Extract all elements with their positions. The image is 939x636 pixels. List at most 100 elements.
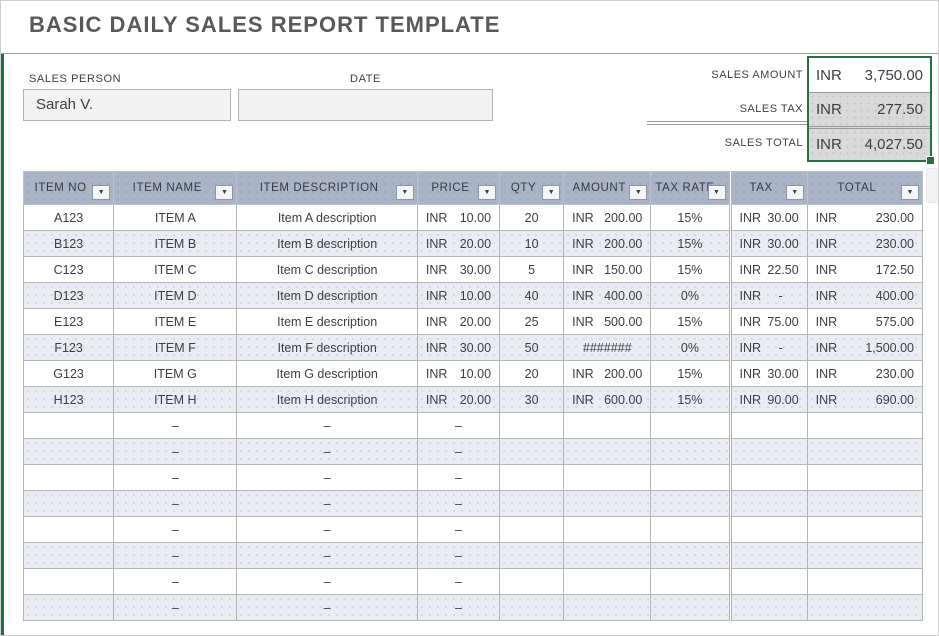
cell-item_no[interactable]: D123 xyxy=(22,282,115,309)
cell-name[interactable]: ITEM D xyxy=(113,282,238,309)
cell-total[interactable]: INR 172.50 xyxy=(806,256,924,283)
cell-amount[interactable] xyxy=(563,542,652,569)
cell-tax[interactable] xyxy=(728,412,808,439)
cell-tax[interactable]: INR 30.00 xyxy=(728,230,808,257)
cell-qty[interactable]: 10 xyxy=(499,230,565,257)
cell-name[interactable]: ITEM F xyxy=(113,334,238,361)
cell-description[interactable]: Item B description xyxy=(236,230,418,257)
cell-tax[interactable]: INR - xyxy=(728,282,808,309)
cell-description[interactable]: Item G description xyxy=(236,360,418,387)
cell-tax_rate[interactable] xyxy=(650,516,731,543)
cell-price[interactable]: – xyxy=(416,490,501,517)
cell-item_no[interactable] xyxy=(22,568,115,595)
cell-tax[interactable]: INR 90.00 xyxy=(728,386,808,413)
cell-tax_rate[interactable] xyxy=(650,594,731,621)
cell-item_no[interactable]: E123 xyxy=(22,308,115,335)
cell-description[interactable]: Item F description xyxy=(236,334,418,361)
cell-total[interactable]: INR 230.00 xyxy=(806,360,924,387)
cell-tax[interactable] xyxy=(728,464,808,491)
cell-name[interactable]: – xyxy=(113,594,238,621)
cell-amount[interactable] xyxy=(563,464,652,491)
cell-item_no[interactable] xyxy=(22,516,115,543)
cell-total[interactable]: INR 230.00 xyxy=(806,204,924,231)
cell-item_no[interactable] xyxy=(22,594,115,621)
cell-total[interactable] xyxy=(806,490,924,517)
filter-button-qty[interactable]: ▼ xyxy=(542,185,561,200)
cell-amount[interactable]: INR 500.00 xyxy=(563,308,652,335)
cell-name[interactable]: – xyxy=(113,464,238,491)
cell-tax[interactable]: INR - xyxy=(728,334,808,361)
cell-tax[interactable] xyxy=(728,568,808,595)
cell-qty[interactable]: 5 xyxy=(499,256,565,283)
cell-description[interactable]: – xyxy=(236,412,418,439)
cell-amount[interactable]: INR 150.00 xyxy=(563,256,652,283)
cell-item_no[interactable]: G123 xyxy=(22,360,115,387)
cell-tax_rate[interactable] xyxy=(650,464,731,491)
cell-amount[interactable] xyxy=(563,490,652,517)
cell-qty[interactable]: 30 xyxy=(499,386,565,413)
cell-total[interactable] xyxy=(806,568,924,595)
cell-item_no[interactable]: F123 xyxy=(22,334,115,361)
cell-amount[interactable]: ####### xyxy=(563,334,652,361)
cell-tax[interactable] xyxy=(728,438,808,465)
cell-qty[interactable] xyxy=(499,438,565,465)
cell-qty[interactable]: 50 xyxy=(499,334,565,361)
cell-price[interactable]: INR 10.00 xyxy=(416,360,501,387)
cell-item_no[interactable]: C123 xyxy=(22,256,115,283)
sales-person-input[interactable]: Sarah V. xyxy=(23,89,231,121)
cell-total[interactable] xyxy=(806,464,924,491)
cell-tax_rate[interactable]: 15% xyxy=(650,308,731,335)
cell-price[interactable]: – xyxy=(416,464,501,491)
cell-amount[interactable] xyxy=(563,412,652,439)
cell-price[interactable]: INR 20.00 xyxy=(416,386,501,413)
cell-price[interactable]: – xyxy=(416,438,501,465)
cell-price[interactable]: INR 10.00 xyxy=(416,282,501,309)
cell-price[interactable]: – xyxy=(416,412,501,439)
cell-description[interactable]: – xyxy=(236,594,418,621)
cell-qty[interactable] xyxy=(499,542,565,569)
date-input[interactable] xyxy=(238,89,493,121)
cell-tax_rate[interactable]: 0% xyxy=(650,334,731,361)
cell-total[interactable] xyxy=(806,594,924,621)
cell-description[interactable]: Item E description xyxy=(236,308,418,335)
cell-item_no[interactable]: A123 xyxy=(22,204,115,231)
filter-button-price[interactable]: ▼ xyxy=(478,185,497,200)
cell-item_no[interactable] xyxy=(22,490,115,517)
cell-qty[interactable] xyxy=(499,412,565,439)
cell-description[interactable]: Item D description xyxy=(236,282,418,309)
cell-item_no[interactable] xyxy=(22,542,115,569)
cell-name[interactable]: ITEM E xyxy=(113,308,238,335)
cell-amount[interactable] xyxy=(563,438,652,465)
cell-name[interactable]: – xyxy=(113,438,238,465)
cell-price[interactable]: – xyxy=(416,542,501,569)
cell-description[interactable]: – xyxy=(236,438,418,465)
filter-button-description[interactable]: ▼ xyxy=(395,185,414,200)
cell-name[interactable]: ITEM B xyxy=(113,230,238,257)
cell-tax[interactable] xyxy=(728,542,808,569)
cell-description[interactable]: – xyxy=(236,516,418,543)
cell-amount[interactable] xyxy=(563,594,652,621)
cell-name[interactable]: ITEM A xyxy=(113,204,238,231)
cell-price[interactable]: INR 30.00 xyxy=(416,334,501,361)
cell-qty[interactable]: 25 xyxy=(499,308,565,335)
cell-total[interactable] xyxy=(806,412,924,439)
cell-total[interactable]: INR 690.00 xyxy=(806,386,924,413)
cell-amount[interactable]: INR 400.00 xyxy=(563,282,652,309)
cell-qty[interactable] xyxy=(499,516,565,543)
cell-name[interactable]: – xyxy=(113,568,238,595)
cell-description[interactable]: Item H description xyxy=(236,386,418,413)
cell-tax_rate[interactable] xyxy=(650,412,731,439)
sales-amount-value[interactable]: INR 3,750.00 xyxy=(809,58,930,92)
cell-item_no[interactable] xyxy=(22,438,115,465)
cell-price[interactable]: INR 30.00 xyxy=(416,256,501,283)
filter-button-amount[interactable]: ▼ xyxy=(629,185,648,200)
cell-name[interactable]: ITEM G xyxy=(113,360,238,387)
cell-total[interactable]: INR 400.00 xyxy=(806,282,924,309)
cell-tax[interactable] xyxy=(728,594,808,621)
cell-tax[interactable]: INR 30.00 xyxy=(728,204,808,231)
selection-fill-handle[interactable] xyxy=(926,156,935,165)
cell-item_no[interactable]: H123 xyxy=(22,386,115,413)
cell-price[interactable]: – xyxy=(416,516,501,543)
cell-name[interactable]: ITEM C xyxy=(113,256,238,283)
cell-tax[interactable] xyxy=(728,516,808,543)
